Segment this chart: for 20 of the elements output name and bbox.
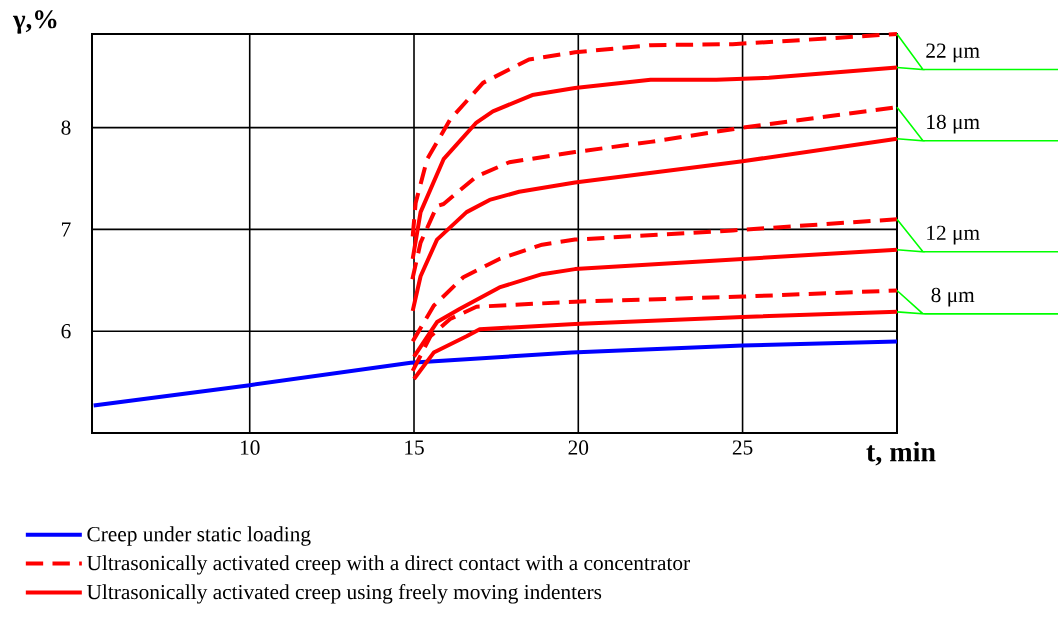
- x-tick-label: 15: [405, 440, 424, 455]
- x-tick-label: 20: [568, 440, 589, 455]
- text: 8 μm: [931, 287, 975, 307]
- line-series: [412, 309, 899, 382]
- x-tick-label: 25: [732, 440, 753, 455]
- y-tick-label: 6: [61, 324, 71, 339]
- y-axis-title: γ,%: [12, 10, 57, 34]
- legend-label: Ultrasonically activated creep using freely moving indenters: [86, 583, 602, 604]
- legend-label: Ultrasonically activated creep with a direct contact with a concentrator: [86, 555, 690, 575]
- line-series: [91, 339, 899, 408]
- text: 22 μm: [926, 43, 980, 63]
- x-tick-label: 10: [240, 440, 260, 455]
- line-series: [410, 217, 899, 344]
- legend-label: Creep under static loading: [87, 526, 311, 546]
- line-series: [410, 136, 899, 313]
- text: 12 μm: [927, 225, 980, 245]
- y-tick-label: 7: [62, 222, 71, 237]
- y-tick-label: 8: [61, 120, 71, 135]
- text: 18 μm: [927, 114, 980, 134]
- x-axis-title: t, min: [866, 441, 936, 466]
